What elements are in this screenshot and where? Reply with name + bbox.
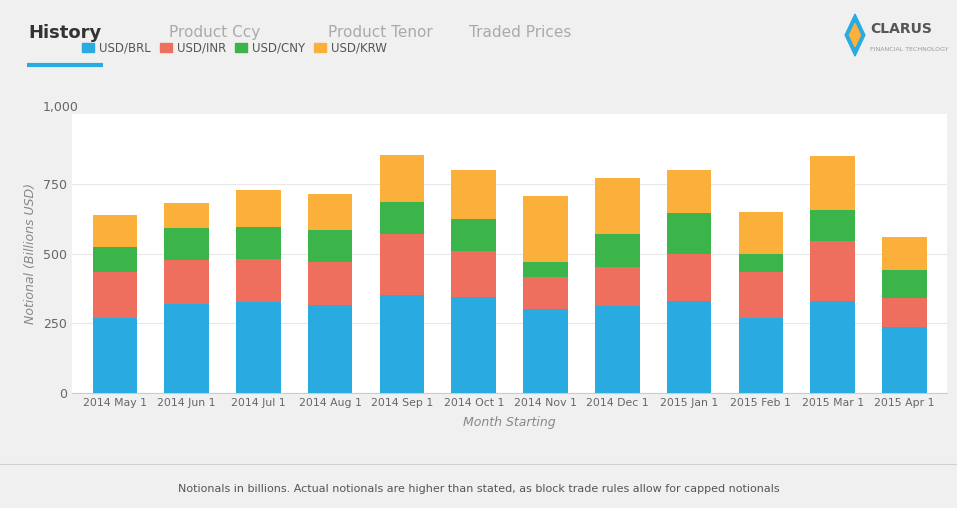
Bar [93, 214, 137, 246]
Bar [380, 155, 424, 202]
Text: CLARUS: CLARUS [870, 22, 932, 36]
Bar [93, 246, 137, 272]
Bar [452, 170, 496, 219]
Bar [882, 237, 926, 270]
Bar [811, 301, 855, 393]
Text: FINANCIAL TECHNOLOGY: FINANCIAL TECHNOLOGY [870, 47, 948, 52]
Bar [165, 203, 209, 229]
Bar [165, 229, 209, 261]
Bar [93, 272, 137, 318]
Bar [667, 301, 711, 393]
Bar [93, 318, 137, 393]
Bar [452, 219, 496, 251]
Bar [165, 304, 209, 393]
Bar [452, 251, 496, 297]
Legend: USD/BRL, USD/INR, USD/CNY, USD/KRW: USD/BRL, USD/INR, USD/CNY, USD/KRW [78, 37, 391, 59]
Text: Product Tenor: Product Tenor [327, 25, 433, 40]
X-axis label: Month Starting: Month Starting [463, 416, 556, 429]
Text: Traded Prices: Traded Prices [469, 25, 571, 40]
Bar [739, 212, 783, 253]
Bar [595, 178, 639, 234]
Bar [380, 202, 424, 234]
Bar [739, 253, 783, 272]
Polygon shape [850, 23, 860, 47]
Bar [165, 261, 209, 304]
Text: Notionals in billions. Actual notionals are higher than stated, as block trade r: Notionals in billions. Actual notionals … [178, 484, 779, 494]
Bar [236, 259, 280, 302]
Bar [882, 298, 926, 327]
Polygon shape [845, 14, 865, 56]
Bar [739, 272, 783, 318]
Bar [882, 270, 926, 298]
Bar [811, 241, 855, 301]
Bar [595, 267, 639, 306]
Text: 1,000: 1,000 [43, 102, 78, 114]
Bar [236, 302, 280, 393]
Bar [452, 297, 496, 393]
Bar [667, 170, 711, 213]
Bar [308, 262, 352, 305]
Bar [523, 277, 568, 309]
Bar [667, 253, 711, 301]
Bar [739, 318, 783, 393]
Bar [523, 197, 568, 262]
Bar [667, 213, 711, 253]
Bar [308, 305, 352, 393]
Text: History: History [29, 24, 101, 42]
Text: Product Ccy: Product Ccy [169, 25, 260, 40]
Bar [595, 306, 639, 393]
Bar [882, 327, 926, 393]
Bar [308, 194, 352, 230]
Bar [380, 295, 424, 393]
Bar [811, 210, 855, 241]
Bar [236, 189, 280, 227]
Bar [811, 156, 855, 210]
Y-axis label: Notional (Billions USD): Notional (Billions USD) [24, 183, 37, 324]
Bar [595, 234, 639, 267]
Bar [236, 227, 280, 259]
Bar [380, 234, 424, 295]
Bar [523, 262, 568, 277]
Bar [523, 309, 568, 393]
Bar [308, 230, 352, 262]
